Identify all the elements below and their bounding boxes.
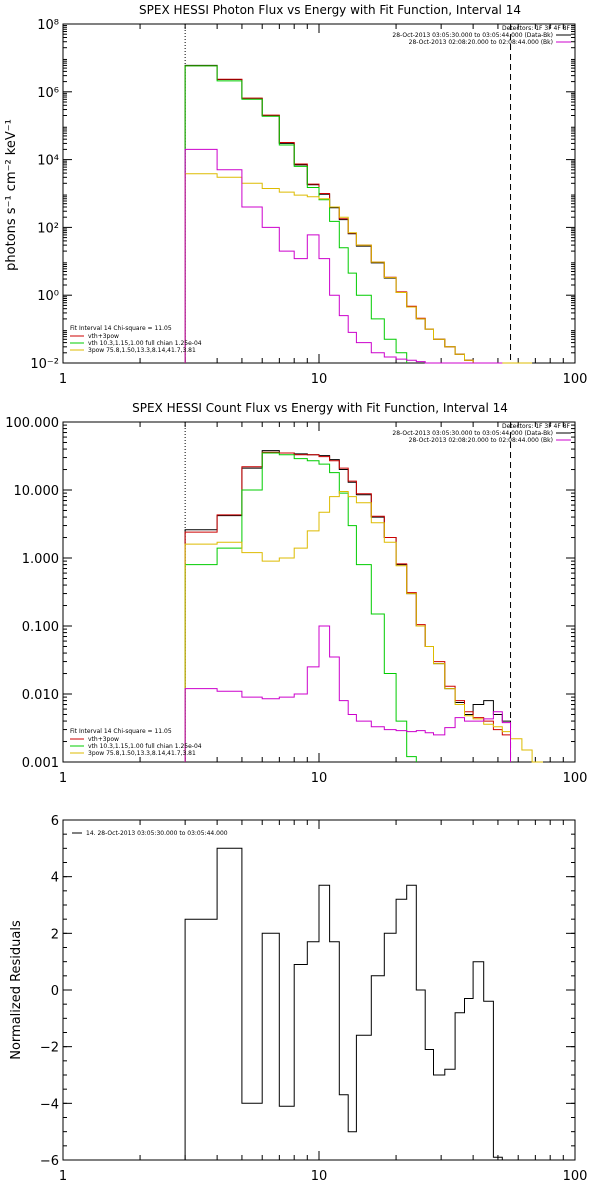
residuals-series-0 [184, 847, 503, 1160]
residuals-series-group [184, 847, 503, 1160]
residuals-y-tick-label: 0 [51, 984, 59, 999]
photon-plot-title: SPEX HESSI Photon Flux vs Energy with Fi… [139, 3, 521, 17]
photon-legend-bk-label: 28-Oct-2013 02:08:20.000 to 02:08:44.000… [409, 39, 553, 46]
residuals-y-tick-label: −4 [40, 1097, 59, 1112]
photon-legend-data-label: 28-Oct-2013 03:05:30.000 to 03:05:44.000… [392, 32, 553, 39]
count-legend-bottom: Fit Interval 14 Chi-square = 11.05 vth+3… [70, 728, 202, 757]
photon-x-tick-label: 100 [563, 372, 588, 387]
photon-series-3 [184, 173, 533, 364]
photon-y-tick-label: 10⁰ [37, 289, 59, 304]
count-plot-title: SPEX HESSI Count Flux vs Energy with Fit… [132, 401, 508, 415]
count-y-tick-label: 100.000 [5, 416, 59, 431]
photon-y-tick-label: 10² [37, 221, 59, 236]
residuals-legend: 14. 28-Oct-2013 03:05:30.000 to 03:05:44… [72, 830, 228, 837]
photon-y-axis-label: photons s⁻¹ cm⁻² keV⁻¹ [4, 119, 19, 271]
photon-y-tick-label: 10⁸ [37, 18, 59, 33]
count-x-tick-label: 10 [311, 771, 328, 786]
residuals-x-tick-label: 1 [59, 1169, 67, 1184]
count-legend-data-label: 28-Oct-2013 03:05:30.000 to 03:05:44.000… [392, 430, 553, 437]
count-legend-vth-label: vth 10.3,1.15,1.00 full chian 1.25e-04 [88, 743, 202, 750]
count-y-tick-label: 1.000 [22, 552, 59, 567]
count-y-tick-label: 0.001 [22, 756, 59, 771]
count-legend-bk-label: 28-Oct-2013 02:08:20.000 to 02:08:44.000… [409, 437, 553, 444]
count-y-tick-label: 0.100 [22, 620, 59, 635]
photon-x-tick-label: 10 [311, 372, 328, 387]
residuals-y-tick-label: 2 [51, 927, 59, 942]
count-y-tick-label: 0.010 [22, 688, 59, 703]
photon-legend-top: Detectors: 1F 3F 4F 8F 28-Oct-2013 03:05… [392, 25, 571, 46]
photon-y-tick-label: 10⁴ [37, 154, 59, 169]
photon-series-2 [184, 65, 408, 363]
count-y-tick-label: 10.000 [14, 484, 60, 499]
photon-legend-fit-heading: Fit Interval 14 Chi-square = 11.05 [70, 325, 172, 332]
photon-legend-bottom: Fit Interval 14 Chi-square = 11.05 vth+3… [70, 325, 202, 354]
residuals-panel: Normalized Residuals 1 10 100 −6 −4 −2 0 2 4 6 14… [9, 814, 587, 1184]
count-x-tick-label: 1 [59, 771, 67, 786]
photon-x-tick-label: 1 [59, 372, 67, 387]
photon-axis-ticks: 1 10 100 10⁻² 10⁰ 10² 10⁴ 10⁶ 10⁸ [30, 18, 587, 387]
residuals-y-axis-label: Normalized Residuals [9, 920, 24, 1060]
count-series-2 [184, 452, 417, 762]
photon-flux-panel: SPEX HESSI Photon Flux vs Energy with Fi… [4, 3, 587, 387]
count-flux-panel: SPEX HESSI Count Flux vs Energy with Fit… [5, 401, 587, 786]
count-reference-lines [184, 422, 512, 762]
count-plot-frame [62, 421, 576, 763]
photon-series-group [184, 64, 533, 364]
count-series-4 [184, 625, 511, 762]
residuals-legend-label: 14. 28-Oct-2013 03:05:30.000 to 03:05:44… [86, 830, 228, 837]
count-series-3 [184, 491, 543, 763]
residuals-y-tick-label: −2 [40, 1041, 59, 1056]
count-axis-ticks: 1 10 100 0.001 0.010 0.100 1.000 10.000 100.000 [5, 416, 587, 786]
count-x-tick-label: 100 [563, 771, 588, 786]
count-legend-vthpow-label: vth+3pow [88, 736, 119, 743]
photon-y-tick-label: 10⁻² [30, 357, 59, 372]
count-legend-detectors: Detectors: 1F 3F 4F 8F [502, 423, 571, 430]
residuals-y-tick-label: 4 [51, 871, 59, 886]
count-legend-fit-heading: Fit Interval 14 Chi-square = 11.05 [70, 728, 172, 735]
residuals-axis-ticks: 1 10 100 −6 −4 −2 0 2 4 6 [40, 814, 588, 1184]
residuals-x-tick-label: 100 [563, 1169, 588, 1184]
residuals-y-tick-label: 6 [51, 814, 59, 829]
count-legend-3pow-label: 3pow 75.8,1.50,13.3,8.14,41.7,3.81 [88, 750, 196, 757]
photon-y-tick-label: 10⁶ [37, 86, 59, 101]
photon-legend-detectors: Detectors: 1F 3F 4F 8F [502, 25, 571, 32]
residuals-x-tick-label: 10 [311, 1169, 328, 1184]
count-series-group [184, 450, 543, 763]
residuals-y-tick-label: −6 [40, 1154, 59, 1169]
residuals-plot-frame [62, 819, 576, 1161]
count-legend-top: Detectors: 1F 3F 4F 8F 28-Oct-2013 03:05… [392, 423, 571, 444]
photon-legend-vthpow-label: vth+3pow [88, 333, 119, 340]
photon-legend-vth-label: vth 10.3,1.15,1.00 full chian 1.25e-04 [88, 340, 202, 347]
photon-series-4 [184, 148, 503, 364]
photon-reference-lines [184, 24, 512, 363]
photon-legend-3pow-label: 3pow 75.8,1.50,13.3,8.14,41.7,3.81 [88, 347, 196, 354]
